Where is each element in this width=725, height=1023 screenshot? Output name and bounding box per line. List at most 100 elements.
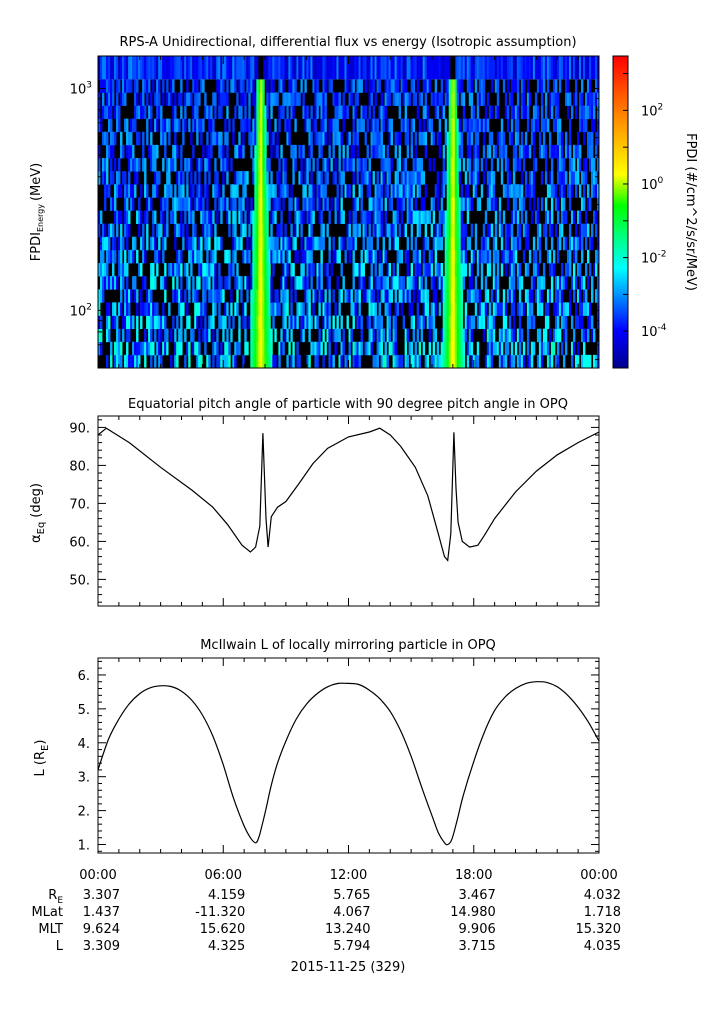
spectrogram-cell	[234, 184, 237, 198]
spectrogram-cell	[146, 302, 149, 316]
spectrogram-cell	[126, 56, 129, 80]
spectrogram-cell	[328, 341, 331, 356]
spectrogram-cell	[320, 118, 323, 133]
spectrogram-cell	[498, 354, 502, 368]
spectrogram-cell	[558, 144, 562, 159]
spectrogram-cell	[540, 56, 544, 80]
spectrogram-cell	[118, 79, 121, 93]
spectrogram-cell	[520, 171, 524, 185]
spectrogram-cell	[214, 289, 217, 303]
spectrogram-cell	[382, 118, 385, 133]
spectrogram-cell	[250, 289, 253, 303]
spectrogram-cell	[250, 144, 253, 159]
spectrogram-cell	[512, 171, 516, 185]
spectrogram-cell	[580, 105, 584, 120]
spectrogram-cell	[184, 158, 187, 172]
spectrogram-cell	[597, 79, 599, 93]
spectrogram-cell	[322, 79, 325, 93]
spectrogram-cell	[116, 184, 119, 198]
spectrogram-cell	[200, 302, 203, 316]
spectrogram-cell	[422, 79, 426, 93]
spectrogram-cell	[332, 328, 335, 343]
spectrogram-cell	[256, 328, 259, 343]
spectrogram-cell	[370, 328, 373, 343]
spectrogram-cell	[174, 223, 177, 238]
spectrogram-cell	[254, 92, 257, 106]
colorbar-tick-label: 10-4	[641, 323, 667, 340]
spectrogram-cell	[220, 105, 223, 120]
spectrogram-cell	[226, 249, 229, 264]
spectrogram-cell	[476, 56, 480, 80]
spectrogram-cell	[258, 171, 261, 185]
spectrogram-cell	[476, 289, 480, 303]
spectrogram-cell	[494, 56, 498, 80]
spectrogram-cell	[232, 223, 235, 238]
spectrogram-cell	[512, 276, 516, 290]
spectrogram-cell	[200, 131, 203, 146]
spectrogram-cell	[474, 236, 478, 251]
spectrogram-cell	[148, 328, 151, 343]
spectrogram-cell	[580, 197, 584, 211]
spectrogram-cell	[568, 158, 572, 172]
spectrogram-cell	[404, 289, 408, 303]
spectrogram-cell	[98, 105, 101, 120]
spectrogram-cell	[224, 158, 227, 172]
spectrogram-cell	[178, 184, 181, 198]
spectrogram-cell	[126, 184, 129, 198]
spectrogram-cell	[276, 302, 279, 316]
spectrogram-cell	[508, 223, 512, 238]
spectrogram-cell	[258, 223, 261, 238]
spectrogram-cell	[262, 118, 265, 133]
spectrogram-cell	[338, 158, 341, 172]
spectrogram-cell	[212, 276, 215, 290]
spectrogram-cell	[392, 79, 395, 93]
spectrogram-cell	[178, 171, 181, 185]
spectrogram-cell	[218, 315, 221, 330]
spectrogram-cell	[156, 56, 159, 80]
spectrogram-cell	[518, 236, 522, 251]
spectrogram-cell	[240, 79, 243, 93]
spectrogram-cell	[586, 184, 590, 198]
spectrogram-cell	[166, 79, 169, 93]
spectrogram-cell	[116, 56, 119, 80]
spectrogram-cell	[552, 118, 556, 133]
spectrogram-cell	[244, 276, 247, 290]
spectrogram-cell	[216, 131, 219, 146]
spectrogram-cell	[110, 105, 113, 120]
spectrogram-y-label: FPDIEnergy(MeV)	[29, 163, 45, 261]
spectrogram-cell	[450, 223, 454, 238]
spectrogram-cell	[418, 210, 422, 225]
spectrogram-cell	[110, 158, 113, 172]
spectrogram-cell	[396, 236, 399, 251]
spectrogram-cell	[114, 184, 117, 198]
spectrogram-cell	[150, 56, 153, 80]
spectrogram-cell	[342, 328, 345, 343]
spectrogram-cell	[360, 184, 363, 198]
spectrogram-cell	[564, 92, 568, 106]
spectrogram-cell	[238, 276, 241, 290]
spectrogram-cell	[282, 105, 285, 120]
spectrogram-cell	[446, 197, 450, 211]
spectrogram-cell	[466, 289, 470, 303]
spectrogram-cell	[362, 158, 365, 172]
spectrogram-cell	[270, 341, 273, 356]
spectrogram-cell	[218, 197, 221, 211]
spectrogram-cell	[354, 105, 357, 120]
spectrogram-cell	[396, 210, 399, 225]
spectrogram-cell	[394, 289, 397, 303]
spectrogram-cell	[444, 328, 448, 343]
spectrogram-cell	[140, 56, 143, 80]
spectrogram-cell	[504, 341, 508, 356]
spectrogram-cell	[322, 197, 325, 211]
spectrogram-cell	[574, 302, 578, 316]
spectrogram-cell	[234, 249, 237, 264]
spectrogram-cell	[130, 158, 133, 172]
spectrogram-cell	[594, 79, 598, 93]
spectrogram-cell	[346, 105, 349, 120]
spectrogram-cell	[424, 263, 428, 277]
spectrogram-cell	[332, 92, 335, 106]
spectrogram-cell	[528, 249, 532, 264]
spectrogram-cell	[324, 302, 327, 316]
spectrogram-cell	[278, 354, 281, 368]
spectrogram-cell	[436, 56, 440, 80]
